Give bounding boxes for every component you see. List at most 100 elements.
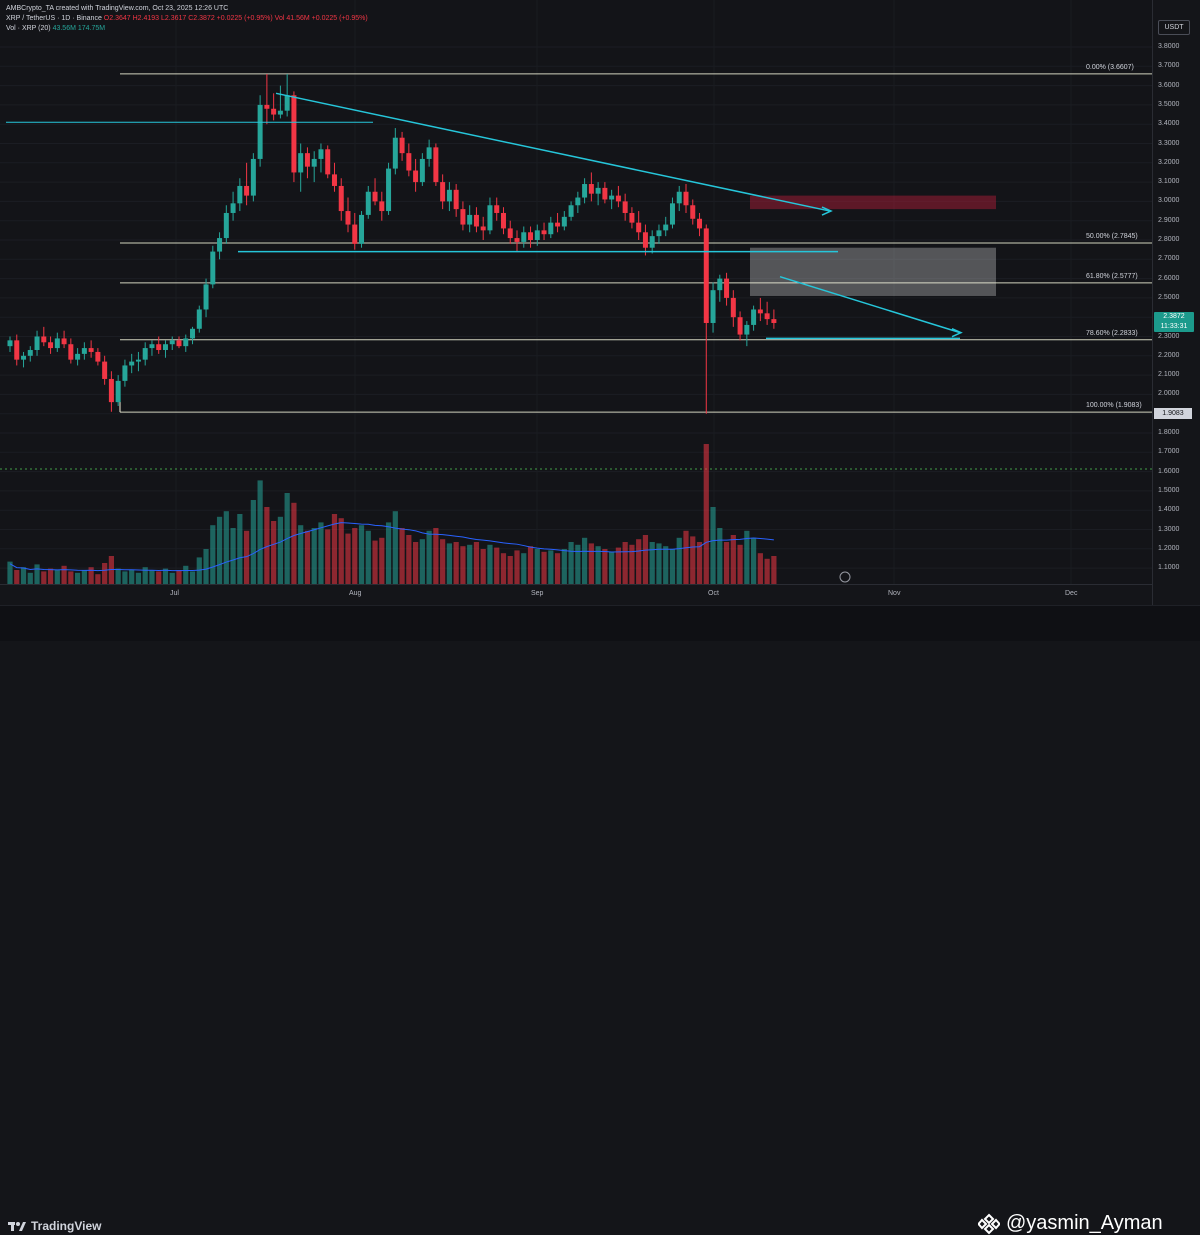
footer-bar: TradingView @yasmin_Ayman <box>0 605 1200 1234</box>
supply-zone-red <box>750 195 996 210</box>
candle-body <box>446 189 452 202</box>
volume-bar <box>554 553 561 584</box>
volume-ma-label[interactable]: Vol · XRP (20) <box>6 25 51 32</box>
volume-bar <box>68 571 74 584</box>
price-tick-label: 2.1000 <box>1158 371 1180 379</box>
volume-bar <box>338 518 344 584</box>
candle-body <box>622 201 628 213</box>
candle-body <box>507 228 513 239</box>
volume-bar <box>419 539 425 584</box>
binance-logo-icon <box>978 1213 1000 1234</box>
volume-bar <box>527 546 534 584</box>
volume-indicator-line: Vol · XRP (20) 43.56M 174.75M <box>6 24 368 34</box>
currency-selector[interactable]: USDT <box>1158 20 1190 35</box>
volume-bar <box>433 528 439 584</box>
volume-bar <box>609 551 615 584</box>
volume-bar <box>331 514 338 584</box>
volume-bar <box>690 536 696 584</box>
candle-body <box>730 297 736 318</box>
volume-bar <box>453 542 459 584</box>
volume-bar <box>494 547 500 584</box>
volume-bar <box>365 530 371 584</box>
volume-ma-values: 43.56M 174.75M <box>52 25 106 32</box>
candle-body <box>129 361 135 366</box>
volume-bar <box>271 521 277 584</box>
bar-countdown: 11:33:31 <box>1160 323 1188 330</box>
price-tick-label: 2.7000 <box>1158 255 1180 263</box>
volume-bar <box>54 570 60 584</box>
candle-body <box>473 214 479 227</box>
candle-body <box>257 104 263 159</box>
volume-bar <box>588 543 594 584</box>
candle-body <box>568 205 574 217</box>
volume-bar <box>710 507 716 584</box>
price-chart[interactable] <box>0 0 1152 584</box>
candle-body <box>27 350 33 356</box>
volume-bar <box>473 542 480 584</box>
candle-body <box>115 380 121 403</box>
volume-bar <box>250 500 256 584</box>
candle-body <box>135 359 141 362</box>
candle-body <box>744 324 750 335</box>
volume-bar <box>257 480 263 584</box>
volume-bar <box>399 528 405 584</box>
price-tick-label: 1.3000 <box>1158 525 1180 533</box>
candle-body <box>460 209 466 225</box>
volume-bar <box>345 533 351 584</box>
chart-area[interactable] <box>0 0 1152 605</box>
candle-body <box>534 230 540 240</box>
month-label: Aug <box>349 590 362 597</box>
watermark-handle: @yasmin_Ayman <box>1006 1212 1163 1234</box>
symbol-label[interactable]: XRP / TetherUS · 1D · Binance <box>6 15 102 22</box>
volume-bar <box>656 543 662 584</box>
candle-body <box>602 187 608 200</box>
candle-body <box>162 344 168 351</box>
candle-body <box>413 170 419 183</box>
candle-body <box>636 222 642 233</box>
candle-body <box>757 309 763 314</box>
volume-bar <box>669 549 676 584</box>
volume-bar <box>440 539 446 584</box>
candle-body <box>304 153 310 167</box>
volume-bar <box>169 572 175 584</box>
volume-bar <box>683 530 689 584</box>
tradingview-logo-icon <box>8 1222 26 1231</box>
candle-body <box>528 232 534 240</box>
price-tick-label: 2.0000 <box>1158 390 1180 398</box>
volume-bar <box>318 522 324 584</box>
candle-body <box>399 137 405 154</box>
candle-body <box>365 191 371 215</box>
volume-bar <box>122 571 128 584</box>
symbol-line: XRP / TetherUS · 1D · Binance O2.3647 H2… <box>6 14 368 24</box>
volume-bar <box>717 528 723 584</box>
volume-bar <box>237 514 243 584</box>
descending-trendline <box>275 92 831 212</box>
volume-bar <box>230 528 236 584</box>
candle-body <box>575 197 581 206</box>
volume-bar <box>358 525 365 584</box>
volume-bar <box>541 551 547 584</box>
price-tick-label: 1.1000 <box>1158 564 1180 572</box>
time-axis[interactable] <box>0 584 1152 606</box>
candle-body <box>751 309 757 325</box>
volume-bar <box>622 542 628 584</box>
volume-bar <box>385 522 392 584</box>
candle-body <box>555 222 561 227</box>
volume-value: Vol 41.56M +0.0225 (+0.95%) <box>274 15 368 22</box>
candle-body <box>588 184 594 194</box>
watermark: @yasmin_Ayman <box>978 1212 1163 1235</box>
volume-bar <box>325 529 331 584</box>
fib-level-label: 50.00% (2.7845) <box>1086 232 1138 240</box>
candle-body <box>629 212 635 223</box>
price-tick-label: 3.5000 <box>1158 100 1180 108</box>
price-tick-label: 1.2000 <box>1158 544 1180 552</box>
volume-bar <box>298 525 304 584</box>
price-axis[interactable] <box>1152 0 1200 605</box>
candle-body <box>724 278 730 298</box>
tradingview-logo[interactable]: TradingView <box>8 1219 101 1233</box>
volume-bar <box>210 525 216 584</box>
candle-body <box>453 189 459 210</box>
price-tick-label: 3.4000 <box>1158 120 1180 128</box>
ohlc-values: O2.3647 H2.4193 L2.3617 C2.3872 +0.0225 … <box>103 15 273 22</box>
volume-bar <box>757 553 763 584</box>
